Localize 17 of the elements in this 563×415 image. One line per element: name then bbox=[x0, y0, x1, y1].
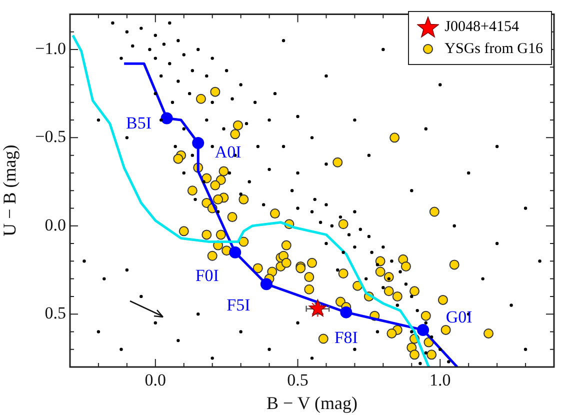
x-axis-title: B − V (mag) bbox=[266, 392, 358, 413]
annotation: F0I bbox=[195, 266, 220, 285]
y-tick-label: −1.0 bbox=[35, 38, 66, 58]
y-tick-label: 0.0 bbox=[44, 215, 66, 234]
x-tick-label: 0.0 bbox=[144, 370, 166, 390]
annotation: B5I bbox=[126, 114, 152, 133]
x-tick-label: 0.5 bbox=[287, 370, 308, 390]
annotation: F5I bbox=[226, 296, 251, 315]
legend-label: YSGs from G16 bbox=[444, 40, 543, 58]
y-tick-label: −0.5 bbox=[35, 127, 66, 146]
annotation: F8I bbox=[334, 328, 358, 347]
y-axis-title: U − B (mag) bbox=[0, 144, 20, 236]
annotation: G0I bbox=[446, 307, 473, 326]
legend-label: J0048+4154 bbox=[444, 18, 519, 36]
x-tick-label: 1.0 bbox=[429, 370, 451, 390]
annotation: A0I bbox=[214, 142, 242, 162]
y-tick-label: 0.5 bbox=[44, 304, 66, 323]
